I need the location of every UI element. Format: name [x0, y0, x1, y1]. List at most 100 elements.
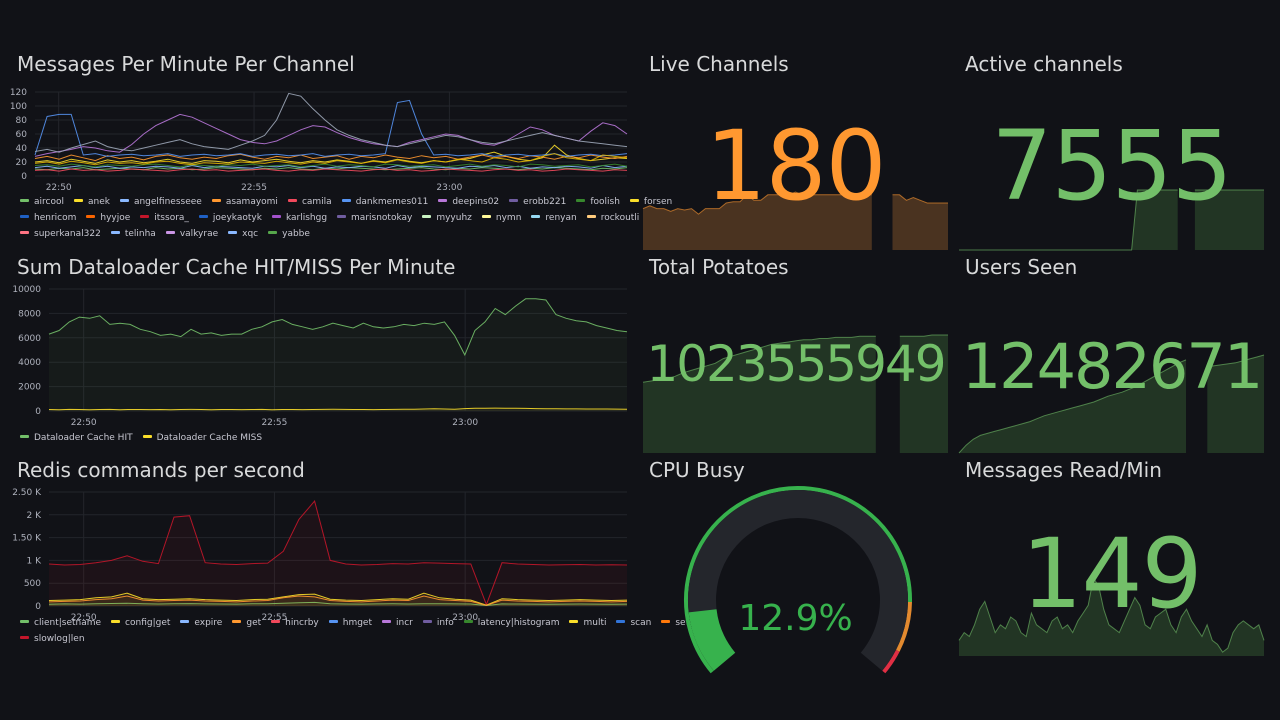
redis-panel-title[interactable]: Redis commands per second	[17, 458, 305, 482]
series-line-dataloader-cache-miss[interactable]	[48, 407, 628, 411]
legend-item[interactable]: karlishgg	[271, 213, 327, 223]
legend-item[interactable]: camila	[287, 197, 332, 207]
legend-item[interactable]: hincrby	[271, 618, 319, 628]
messages-read-title[interactable]: Messages Read/Min	[965, 458, 1162, 482]
legend-item[interactable]: multi	[569, 618, 606, 628]
legend-item[interactable]: superkanal322	[20, 229, 101, 239]
users-seen-value: 12482671	[961, 330, 1264, 403]
legend-label: hincrby	[285, 618, 319, 628]
legend-item[interactable]: telinha	[110, 229, 156, 239]
legend-item[interactable]: Dataloader Cache MISS	[142, 433, 262, 443]
legend-label: anek	[87, 197, 110, 207]
legend-item[interactable]: anek	[73, 197, 110, 207]
series-line-camila[interactable]	[34, 168, 628, 172]
sparkline-line	[959, 189, 1178, 251]
legend-item[interactable]: deepins02	[438, 197, 499, 207]
legend-swatch	[463, 620, 473, 623]
legend-item[interactable]: marisnotokay	[337, 213, 412, 223]
legend-swatch	[629, 199, 639, 202]
messages-chart[interactable]: 0 20 40 60 80 100 120 22:50 22:55 23:00	[10, 88, 632, 193]
legend-item[interactable]: set	[661, 618, 689, 628]
series-line-angelfinesseee[interactable]	[34, 164, 628, 169]
series-line-slowlog-len[interactable]	[48, 500, 628, 607]
legend-item[interactable]: foolish	[576, 197, 620, 207]
users-seen-title[interactable]: Users Seen	[965, 255, 1078, 279]
legend-item[interactable]: xqc	[228, 229, 258, 239]
legend-swatch	[142, 435, 152, 438]
legend-item[interactable]: Dataloader Cache HIT	[20, 433, 133, 443]
y-tick-label: 0	[35, 407, 41, 417]
legend-item[interactable]: aircool	[20, 197, 64, 207]
live-channels-title[interactable]: Live Channels	[649, 52, 789, 76]
legend-item[interactable]: forsen	[629, 197, 672, 207]
legend-item[interactable]: yabbe	[268, 229, 310, 239]
legend-item[interactable]: info	[422, 618, 454, 628]
series-line-dankmemes011[interactable]	[34, 99, 628, 157]
legend-item[interactable]: expire	[180, 618, 222, 628]
active-channels-title[interactable]: Active channels	[965, 52, 1123, 76]
series-line-asamayomi[interactable]	[34, 153, 628, 162]
legend-label: xqc	[242, 229, 259, 239]
legend-swatch	[165, 231, 175, 234]
legend-item[interactable]: erobb221	[509, 197, 566, 207]
legend-swatch	[20, 435, 29, 438]
legend-item[interactable]: incr	[382, 618, 413, 628]
legend-item[interactable]: client|setname	[20, 618, 101, 628]
users-seen-sparkline	[958, 354, 1265, 454]
legend-item[interactable]: rockoutli	[586, 213, 639, 223]
messages-panel-title[interactable]: Messages Per Minute Per Channel	[17, 52, 355, 76]
legend-row: Dataloader Cache HIT Dataloader Cache MIS…	[20, 433, 272, 449]
legend-item[interactable]: joeykaotyk	[198, 213, 262, 223]
legend-row: aircool anek angelfinesseee asamayomi camila…	[20, 197, 682, 213]
series-line-foolish[interactable]	[34, 163, 628, 168]
legend-label: valkyrae	[179, 229, 219, 239]
legend-swatch	[268, 231, 278, 234]
redis-chart[interactable]: 0 500 1 K 1.50 K 2 K 2.50 K 22:50 22:55 23:00	[12, 488, 632, 623]
legend-item[interactable]: myyuhz	[422, 213, 472, 223]
dataloader-chart[interactable]: 0 2000 4000 6000 8000 10000 22:50 22:55 23:00	[12, 285, 632, 428]
series-line-config-get[interactable]	[48, 592, 628, 606]
users-seen-panel: Users Seen 12482671	[958, 255, 1265, 454]
legend-label: renyan	[545, 213, 577, 223]
series-line-get[interactable]	[48, 595, 628, 606]
legend-swatch	[438, 199, 448, 202]
sparkline-line	[958, 576, 1265, 653]
series-line-client-setname[interactable]	[48, 601, 628, 607]
series-line-erobb221[interactable]	[34, 92, 628, 153]
legend-item[interactable]: hmget	[328, 618, 372, 628]
dataloader-panel-title[interactable]: Sum Dataloader Cache HIT/MISS Per Minute	[17, 255, 456, 279]
x-tick-label: 22:55	[241, 183, 267, 193]
legend-item[interactable]: dankmemes011	[341, 197, 428, 207]
legend-item[interactable]: itssora_	[140, 213, 189, 223]
legend-label: multi	[583, 618, 607, 628]
legend-swatch	[341, 199, 351, 202]
legend-item[interactable]: valkyrae	[165, 229, 219, 239]
series-line-deepins02[interactable]	[34, 113, 628, 157]
sparkline-area	[643, 192, 872, 250]
total-potatoes-title[interactable]: Total Potatoes	[649, 255, 789, 279]
legend-item[interactable]: renyan	[531, 213, 577, 223]
legend-label: joeykaotyk	[212, 213, 262, 223]
legend-item[interactable]: latency|histogram	[463, 618, 559, 628]
legend-item[interactable]: angelfinesseee	[119, 197, 202, 207]
legend-label: slowlog|len	[34, 634, 85, 644]
cpu-busy-title[interactable]: CPU Busy	[649, 458, 745, 482]
sparkline-area	[1207, 355, 1264, 453]
legend-item[interactable]: nymn	[481, 213, 521, 223]
cpu-busy-panel: CPU Busy 12.9%	[643, 458, 948, 674]
legend-item[interactable]: hyyjoe	[86, 213, 130, 223]
y-tick-label: 20	[16, 158, 28, 168]
series-line-forsen[interactable]	[34, 153, 628, 166]
legend-item[interactable]: asamayomi	[211, 197, 278, 207]
legend-item[interactable]: slowlog|len	[20, 634, 85, 644]
legend-swatch	[20, 215, 29, 218]
sparkline-area	[959, 190, 1178, 250]
legend-item[interactable]: get	[232, 618, 261, 628]
legend-label: superkanal322	[34, 229, 101, 239]
gauge-threshold-green	[684, 486, 913, 674]
legend-item[interactable]: scan	[616, 618, 651, 628]
live-channels-value: 180	[705, 110, 886, 222]
legend-item[interactable]: henricom	[20, 213, 76, 223]
legend-item[interactable]: config|get	[111, 618, 170, 628]
series-line-dataloader-cache-hit[interactable]	[48, 298, 628, 357]
